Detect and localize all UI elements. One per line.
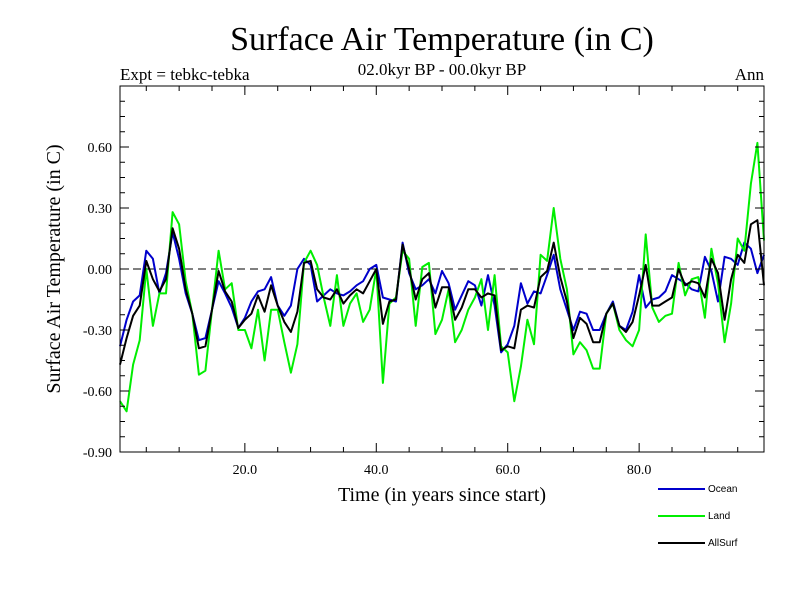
legend-label-land: Land bbox=[708, 511, 730, 522]
legend: Ocean Land AllSurf bbox=[658, 484, 738, 549]
x-tick-label: 60.0 bbox=[495, 463, 520, 478]
series-line-land bbox=[119, 141, 765, 413]
x-tick-label: 80.0 bbox=[627, 463, 652, 478]
legend-label-allsurf: AllSurf bbox=[708, 538, 738, 549]
subtitle-left: Expt = tebkc-tebka bbox=[120, 65, 250, 84]
subtitle-center: 02.0kyr BP - 00.0kyr BP bbox=[358, 60, 526, 79]
y-tick-label: -0.60 bbox=[83, 385, 112, 400]
legend-label-ocean: Ocean bbox=[708, 484, 737, 495]
x-tick-label: 20.0 bbox=[233, 463, 258, 478]
y-tick-label: 0.00 bbox=[88, 263, 113, 278]
chart-title: Surface Air Temperature (in C) bbox=[230, 21, 654, 58]
x-axis-label: Time (in years since start) bbox=[338, 484, 546, 506]
series-line-ocean bbox=[119, 231, 765, 354]
y-tick-label: 0.30 bbox=[88, 202, 113, 217]
series-line-allsurf bbox=[119, 219, 765, 365]
y-tick-label: 0.60 bbox=[88, 141, 113, 156]
y-tick-label: -0.30 bbox=[83, 324, 112, 339]
y-tick-label: -0.90 bbox=[83, 446, 112, 461]
x-tick-label: 40.0 bbox=[364, 463, 389, 478]
subtitle-right: Ann bbox=[735, 65, 765, 84]
y-axis-label: Surface Air Temperature (in C) bbox=[43, 144, 65, 393]
